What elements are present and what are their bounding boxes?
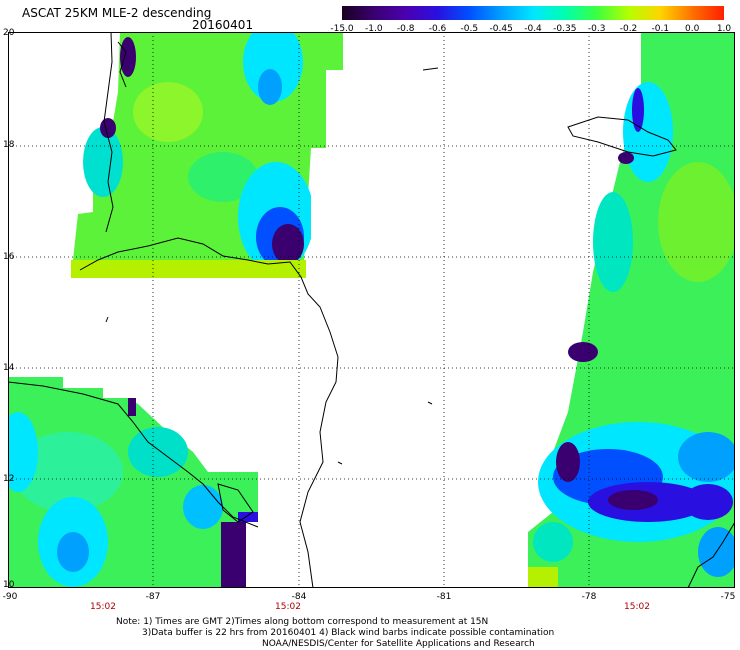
lon-label-75: -75 — [720, 592, 736, 602]
color-scale-label: -0.8 — [396, 24, 415, 34]
color-scale-segment — [660, 6, 693, 20]
swath-east — [528, 32, 735, 588]
color-scale-label: -0.2 — [619, 24, 638, 34]
pass-time-label: 15:02 — [275, 602, 301, 612]
lat-label-10: 10 — [3, 580, 15, 590]
lon-label-84: -84 — [291, 592, 307, 602]
color-scale-segment — [501, 6, 534, 20]
graticule — [8, 32, 735, 588]
color-scale-segment — [405, 6, 438, 20]
color-scale-labels: -15.0 -1.0 -0.8 -0.6 -0.5 -0.45 -0.4 -0.35 -0.3 -… — [330, 24, 732, 36]
color-scale-segment — [437, 6, 470, 20]
color-scale-label: -1.0 — [365, 24, 383, 34]
color-scale-segment — [342, 6, 375, 20]
date-label: 20160401 — [192, 18, 254, 32]
color-scale-label: -15.0 — [330, 24, 354, 34]
lat-label-20: 20 — [3, 28, 15, 38]
color-scale-label: -0.35 — [553, 24, 577, 34]
color-scale-label: -0.5 — [460, 24, 479, 34]
color-scale-label: -0.1 — [651, 24, 670, 34]
color-scale-bar — [342, 6, 724, 20]
color-scale-segment — [564, 6, 598, 20]
color-scale-segment — [373, 6, 407, 20]
map-frame — [8, 32, 735, 588]
swath-northwest — [71, 32, 343, 278]
pass-time-label: 15:02 — [90, 602, 116, 612]
product-title: ASCAT 25KM MLE-2 descending — [22, 6, 212, 20]
color-scale-label: -0.45 — [489, 24, 513, 34]
footnote-line-3: NOAA/NESDIS/Center for Satellite Applica… — [262, 639, 535, 649]
footnote-line-2: 3)Data buffer is 22 hrs from 20160401 4)… — [142, 628, 555, 638]
color-scale-label: -0.3 — [587, 24, 606, 34]
lon-label-90: -90 — [2, 592, 18, 602]
color-scale-segment — [469, 6, 502, 20]
lat-label-14: 14 — [3, 363, 15, 373]
color-scale-label: 0.0 — [684, 24, 700, 34]
lat-label-18: 18 — [3, 140, 15, 150]
lon-label-87: -87 — [145, 592, 161, 602]
footnote-line-1: Note: 1) Times are GMT 2)Times along bot… — [116, 617, 489, 627]
color-scale-segment — [692, 6, 724, 20]
color-scale-segment — [533, 6, 566, 20]
lat-label-16: 16 — [3, 252, 15, 262]
pass-time-label: 15:02 — [624, 602, 650, 612]
color-scale-segment — [596, 6, 629, 20]
coastlines — [8, 32, 735, 588]
color-scale-label: 1.0 — [716, 24, 732, 34]
color-scale-label: -0.6 — [428, 24, 447, 34]
lon-label-81: -81 — [436, 592, 452, 602]
color-scale-label: -0.4 — [524, 24, 542, 34]
lon-label-78: -78 — [581, 592, 597, 602]
swath-southwest — [8, 377, 258, 588]
lat-label-12: 12 — [3, 474, 15, 484]
color-scale-segment — [628, 6, 661, 20]
scatterometer-map — [8, 32, 735, 588]
